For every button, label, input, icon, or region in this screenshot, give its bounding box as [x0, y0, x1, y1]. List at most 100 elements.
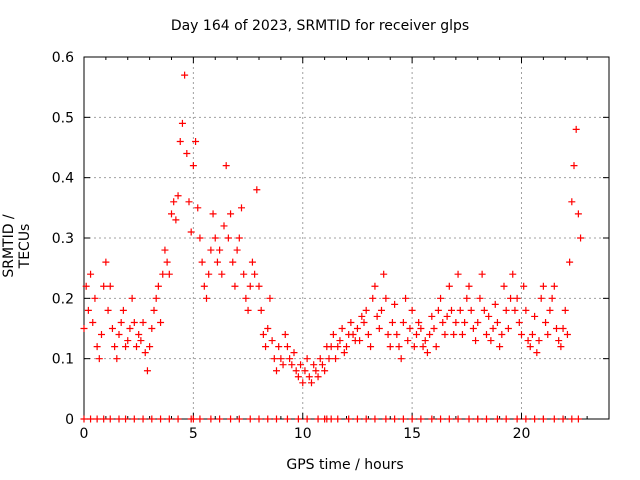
data-point	[316, 355, 324, 363]
data-point	[264, 325, 272, 332]
baseline-point	[474, 415, 482, 423]
data-point	[205, 270, 213, 278]
data-point	[386, 343, 394, 351]
data-point	[574, 210, 582, 218]
baseline-point	[382, 415, 390, 423]
data-point	[356, 337, 364, 345]
data-point	[157, 318, 165, 326]
data-point	[80, 325, 88, 332]
baseline-point	[445, 415, 453, 423]
data-point	[452, 318, 460, 326]
data-point	[115, 331, 123, 339]
data-point	[518, 331, 525, 339]
data-point	[496, 343, 504, 351]
data-point	[178, 119, 186, 127]
baseline-point	[568, 415, 576, 423]
data-point	[507, 294, 515, 302]
data-point	[297, 361, 305, 369]
baseline-point	[531, 415, 539, 423]
data-point	[531, 312, 539, 320]
data-point	[380, 270, 388, 278]
baseline-point	[417, 415, 425, 423]
data-point	[399, 318, 407, 326]
data-point	[382, 294, 390, 302]
data-point	[362, 306, 370, 314]
data-point	[568, 198, 576, 206]
baseline-point	[235, 415, 243, 423]
data-point	[301, 367, 309, 375]
baseline-point	[80, 415, 88, 423]
data-point	[292, 367, 300, 375]
data-point	[493, 318, 501, 326]
data-point	[391, 300, 399, 308]
data-point	[474, 318, 482, 326]
data-point	[119, 306, 127, 314]
data-point	[148, 325, 156, 332]
tick-marks	[83, 56, 609, 420]
data-point	[369, 294, 377, 302]
baseline-point	[493, 415, 501, 423]
data-point	[338, 325, 346, 332]
data-point	[465, 282, 473, 290]
baseline-point	[255, 415, 263, 423]
data-point	[187, 228, 195, 236]
data-point	[419, 343, 427, 351]
data-point	[314, 373, 322, 381]
data-point	[402, 294, 410, 302]
data-point	[194, 204, 202, 212]
data-point	[216, 246, 224, 254]
data-point	[150, 306, 158, 314]
data-point	[259, 331, 267, 339]
data-point	[275, 343, 283, 351]
baseline-point	[93, 415, 101, 423]
data-point	[299, 379, 307, 387]
data-point	[434, 306, 442, 314]
data-point	[572, 125, 580, 133]
data-point	[211, 234, 219, 242]
y-tick-label: 0.3	[52, 231, 74, 247]
data-point	[117, 318, 125, 326]
baseline-point	[437, 415, 445, 423]
data-point	[95, 355, 103, 363]
data-point	[548, 294, 556, 302]
baseline-points	[80, 415, 582, 423]
data-point	[200, 282, 208, 290]
baseline-point	[115, 415, 123, 423]
data-point	[262, 343, 270, 351]
data-point	[360, 318, 368, 326]
baseline-point	[371, 415, 379, 423]
baseline-point	[483, 415, 490, 423]
baseline-point	[513, 415, 521, 423]
y-tick-label: 0.4	[52, 171, 74, 187]
data-point	[469, 325, 477, 332]
data-point	[128, 294, 136, 302]
baseline-point	[574, 415, 582, 423]
data-point	[439, 318, 447, 326]
data-point	[487, 337, 495, 345]
data-point	[273, 367, 280, 375]
data-point	[238, 204, 245, 212]
data-point	[336, 337, 344, 345]
data-point	[553, 325, 560, 332]
data-point	[458, 331, 466, 339]
data-point	[93, 343, 101, 351]
data-point	[266, 294, 274, 302]
baseline-point	[502, 415, 510, 423]
data-point	[240, 270, 248, 278]
data-point	[294, 373, 302, 381]
data-point	[203, 294, 210, 302]
data-point	[397, 355, 405, 363]
data-point	[165, 270, 173, 278]
data-point	[152, 294, 160, 302]
baseline-point	[294, 415, 302, 423]
data-point	[327, 343, 335, 351]
data-point	[108, 325, 116, 332]
data-point	[312, 367, 320, 375]
data-point	[413, 331, 420, 339]
data-point	[537, 294, 545, 302]
baseline-point	[216, 415, 224, 423]
baseline-point	[100, 415, 108, 423]
data-point	[332, 355, 340, 363]
data-point	[445, 282, 453, 290]
data-point	[533, 349, 541, 357]
